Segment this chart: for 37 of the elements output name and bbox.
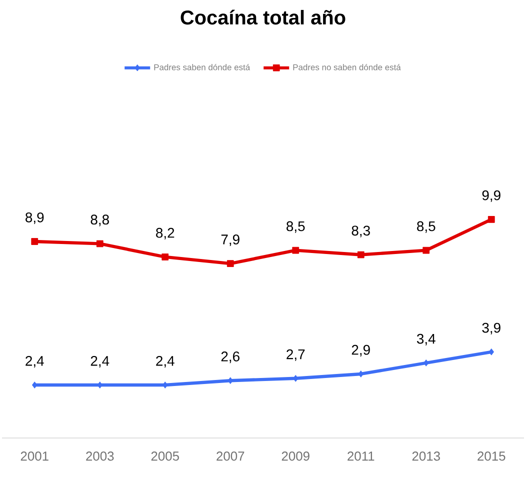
point <box>357 251 364 258</box>
chart-title: Cocaína total año <box>180 10 346 25</box>
data-label: 2,4 <box>26 356 44 368</box>
data-label: 3,9 <box>482 322 500 334</box>
point <box>488 348 494 356</box>
data-label: 2,7 <box>286 349 305 361</box>
x-tick-label: 2013 <box>412 452 440 461</box>
point <box>422 246 430 254</box>
point <box>31 238 38 245</box>
point <box>226 260 234 268</box>
x-tick-label: 2015 <box>478 452 506 461</box>
data-label: 8,2 <box>156 228 174 240</box>
data-label: 8,5 <box>417 221 436 233</box>
data-label: 8,5 <box>286 221 305 233</box>
x-tick-label: 2011 <box>348 452 374 461</box>
legend-label: Padres no saben dónde está <box>293 64 401 70</box>
point <box>423 359 429 366</box>
data-label: 8,3 <box>352 226 370 238</box>
data-label: 8,8 <box>90 214 109 226</box>
x-tick-label: 2009 <box>282 452 310 461</box>
x-tick-label: 2005 <box>151 452 179 461</box>
data-label: 2,9 <box>352 344 370 356</box>
data-label: 3,4 <box>416 334 436 346</box>
x-tick-label: 2007 <box>216 452 244 461</box>
data-label: 9,9 <box>482 190 500 202</box>
point <box>292 246 300 254</box>
legend-label: Padres saben dónde está <box>154 64 250 70</box>
x-tick-label: 2001 <box>20 452 48 461</box>
data-label: 8,9 <box>26 212 44 224</box>
data-label: 2,4 <box>156 356 174 368</box>
point <box>162 254 169 260</box>
point <box>488 216 495 223</box>
data-label: 2,6 <box>221 352 240 364</box>
data-label: 7,9 <box>221 234 240 246</box>
data-label: 2,4 <box>90 356 110 368</box>
point <box>96 240 104 248</box>
x-tick-label: 2003 <box>86 452 114 461</box>
